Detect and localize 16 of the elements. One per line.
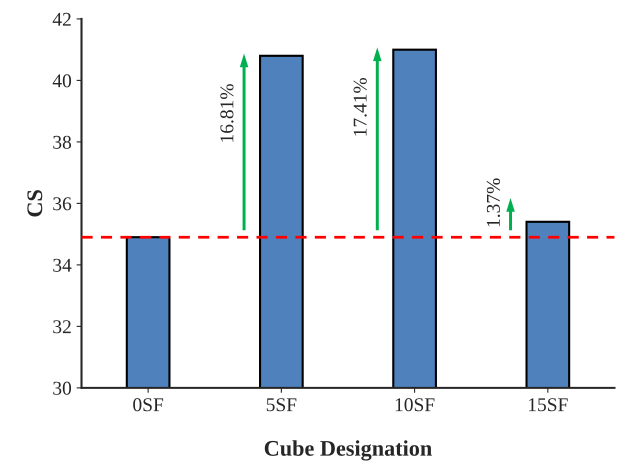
x-tick-label: 5SF [266,398,296,412]
annotation: 1.37% [486,178,500,226]
y-axis-title: CS [27,190,42,217]
annotation: 17.41% [354,78,367,136]
y-tick-label: 30 [53,382,72,395]
x-tick-label: 15SF [529,398,568,412]
y-tick-label: 34 [53,258,72,272]
y-tick-label: 40 [52,74,72,88]
y-tick-label: 38 [53,136,72,149]
x-tick-label: 0SF [133,398,164,412]
y-tick-label: 42 [52,12,71,26]
x-axis-title: Cube Designation [264,440,432,461]
y-tick-label: 32 [53,320,71,334]
annotation: 16.81% [220,84,234,142]
y-tick-label: 36 [53,197,72,210]
x-tick-label: 10SF [396,398,434,412]
